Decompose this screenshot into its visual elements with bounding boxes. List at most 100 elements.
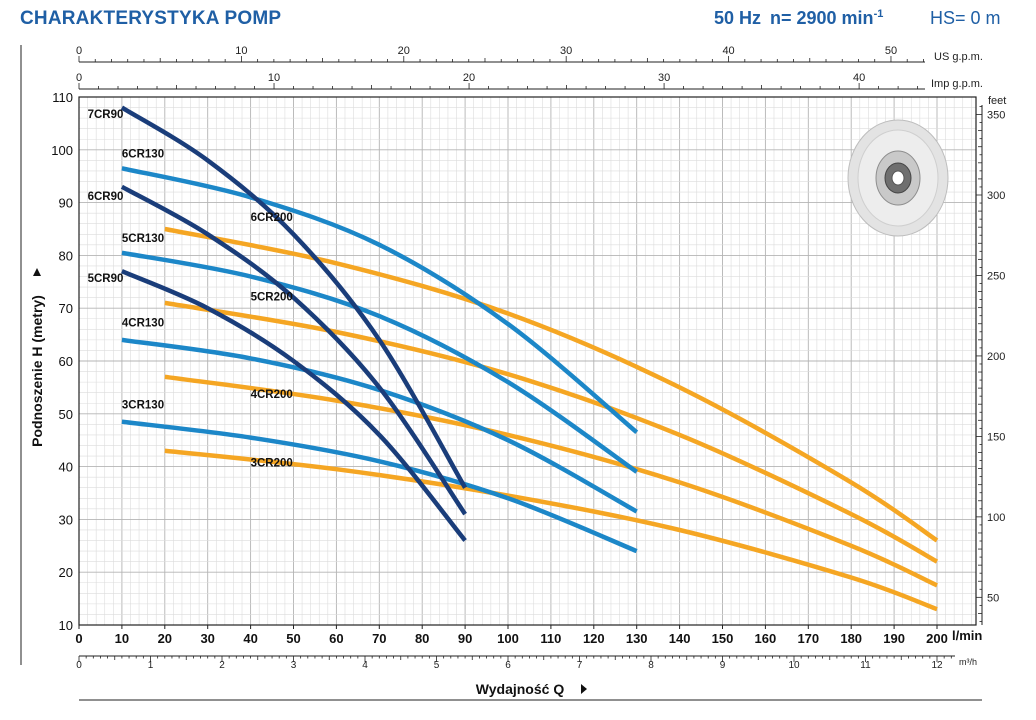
y-tick-label: 70 — [59, 301, 73, 316]
curve-label-6cr200: 6CR200 — [251, 212, 293, 224]
curve-6cr90 — [120, 184, 467, 516]
x-axis-arrow-icon — [581, 684, 587, 694]
m3h-tick-label: 11 — [860, 660, 871, 671]
feet-tick-label: 50 — [987, 592, 999, 604]
imp-gpm-tick-label: 40 — [853, 72, 865, 84]
y-axis-arrow-icon — [33, 268, 41, 276]
x-tick-label: 110 — [540, 631, 561, 646]
feet-tick-label: 150 — [987, 431, 1005, 443]
us-gpm-tick-label: 30 — [560, 45, 572, 57]
x-tick-label: 10 — [115, 631, 129, 646]
curve-label-3cr130: 3CR130 — [122, 400, 164, 412]
curve-3cr200 — [164, 448, 938, 612]
us-gpm-tick-label: 10 — [235, 45, 247, 57]
curve-label-5cr130: 5CR130 — [122, 233, 164, 245]
y-tick-label: 20 — [59, 565, 73, 580]
x-tick-label: 40 — [243, 631, 257, 646]
curve-label-7cr90: 7CR90 — [88, 109, 124, 121]
grid — [78, 96, 976, 626]
speed-exponent: -1 — [873, 8, 884, 20]
curve-4cr200 — [164, 374, 938, 588]
m3h-tick-label: 0 — [76, 660, 82, 671]
curve-5cr130 — [121, 250, 638, 474]
x-tick-label: 190 — [883, 631, 905, 646]
m3h-tick-label: 8 — [648, 660, 654, 671]
x-axis-title: Wydajność Q — [476, 681, 565, 697]
us-gpm-tick-label: 50 — [885, 45, 897, 57]
us-gpm-tick-label: 0 — [76, 45, 82, 57]
curve-7cr90 — [120, 105, 468, 489]
x-unit-label: l/min — [952, 628, 982, 643]
curve-5cr90 — [121, 269, 467, 542]
curve-label-4cr130: 4CR130 — [122, 318, 164, 330]
curve-label-4cr200: 4CR200 — [251, 389, 293, 401]
y-tick-label: 60 — [59, 354, 73, 369]
m3h-tick-label: 7 — [577, 660, 583, 671]
imp-gpm-tick-label: 0 — [76, 72, 82, 84]
m3h-tick-label: 6 — [505, 660, 511, 671]
page-title: CHARAKTERYSTYKA POMP — [20, 8, 282, 29]
x-tick-label: 140 — [669, 631, 691, 646]
x-tick-label: 0 — [75, 631, 82, 646]
speed-text: n= 2900 min — [770, 8, 874, 28]
x-tick-label: 90 — [458, 631, 472, 646]
m3h-tick-label: 3 — [291, 660, 297, 671]
us-gpm-tick-label: 40 — [722, 45, 734, 57]
y-tick-label: 50 — [59, 407, 73, 422]
x-tick-label: 180 — [840, 631, 862, 646]
frequency-label: 50 Hz — [714, 8, 762, 28]
m3h-tick-label: 2 — [219, 660, 225, 671]
m3h-tick-label: 12 — [931, 660, 943, 671]
x-tick-label: 130 — [626, 631, 648, 646]
x-tick-label: 80 — [415, 631, 429, 646]
m3h-tick-label: 9 — [720, 660, 726, 671]
m3h-tick-label: 1 — [148, 660, 154, 671]
curve-label-3cr200: 3CR200 — [251, 458, 293, 470]
speed-label: n= 2900 min-1 — [770, 8, 883, 29]
imp-gpm-tick-label: 20 — [463, 72, 475, 84]
imp-gpm-axis-label: Imp g.p.m. — [931, 78, 983, 90]
x-tick-label: 50 — [286, 631, 300, 646]
y-tick-label: 100 — [51, 143, 73, 158]
curve-6cr130 — [121, 166, 639, 435]
curve-label-6cr130: 6CR130 — [122, 149, 164, 161]
impeller-bore — [891, 170, 905, 186]
x-tick-label: 120 — [583, 631, 605, 646]
imp-gpm-tick-label: 30 — [658, 72, 670, 84]
curve-label-6cr90: 6CR90 — [88, 191, 124, 203]
x-tick-label: 170 — [797, 631, 819, 646]
imp-gpm-tick-label: 10 — [268, 72, 280, 84]
x-tick-label: 100 — [497, 631, 519, 646]
y-tick-label: 10 — [59, 618, 73, 633]
x-tick-label: 70 — [372, 631, 386, 646]
feet-tick-label: 100 — [987, 512, 1005, 524]
y-tick-label: 110 — [52, 90, 73, 105]
impeller-illustration — [847, 119, 949, 237]
feet-tick-label: 300 — [987, 190, 1005, 202]
feet-tick-label: 350 — [987, 110, 1005, 122]
y-tick-label: 40 — [59, 460, 73, 475]
feet-axis-label: feet — [988, 95, 1006, 107]
us-gpm-axis-label: US g.p.m. — [934, 51, 983, 63]
curve-5cr200 — [164, 300, 939, 564]
plot-frame — [78, 96, 977, 626]
y-tick-label: 90 — [59, 196, 73, 211]
m3h-tick-label: 10 — [788, 660, 800, 671]
x-tick-label: 150 — [712, 631, 734, 646]
y-tick-label: 30 — [59, 512, 73, 527]
curve-3cr130 — [121, 419, 638, 554]
curve-label-5cr90: 5CR90 — [88, 273, 124, 285]
x-tick-label: 160 — [755, 631, 777, 646]
x-tick-label: 20 — [158, 631, 172, 646]
m3h-tick-label: 4 — [362, 660, 368, 671]
x-tick-label: 30 — [200, 631, 214, 646]
curves — [120, 105, 939, 612]
m3h-unit-label: m³/h — [959, 657, 977, 667]
curve-label-5cr200: 5CR200 — [251, 291, 293, 303]
x-tick-label: 200 — [926, 631, 948, 646]
hs-label: HS= 0 m — [930, 8, 1001, 28]
y-axis-title: Podnoszenie H (metry) — [29, 295, 45, 447]
feet-tick-label: 250 — [987, 270, 1005, 282]
x-tick-label: 60 — [329, 631, 343, 646]
